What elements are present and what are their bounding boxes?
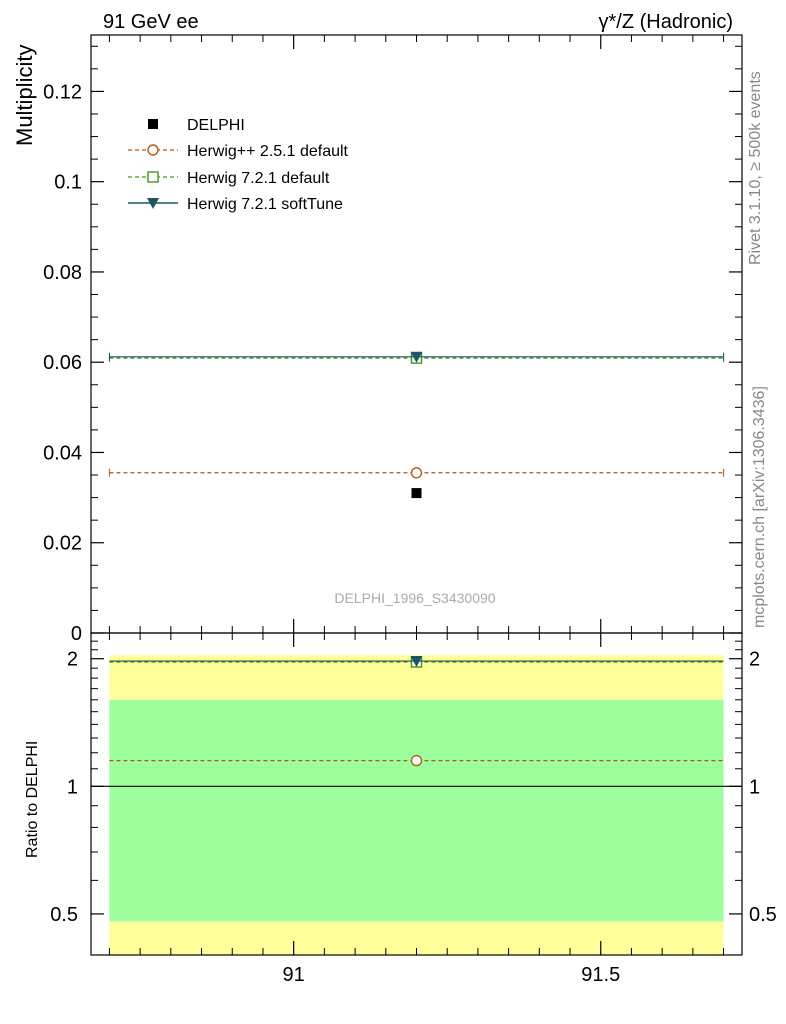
legend-marker-open-square — [147, 171, 159, 183]
y-tick-label: 0.06 — [43, 352, 82, 374]
ratio-point-softtune — [410, 656, 423, 668]
y-tick-label: 0 — [71, 623, 82, 645]
legend-marker-down-triangle — [147, 198, 159, 209]
legend-marker-filled-square — [148, 119, 158, 129]
ratio-tick-label-left: 0.5 — [50, 904, 78, 926]
data-point-softtune — [410, 351, 423, 363]
ratio-point-herwigpp — [410, 754, 423, 767]
rivet-version-label: Rivet 3.1.10, ≥ 500k events — [747, 71, 764, 265]
header-right-label: γ*/Z (Hadronic) — [599, 11, 733, 33]
legend-entry-delphi: DELPHI — [148, 117, 245, 134]
main-series-layer — [108, 351, 725, 499]
header-left-label: 91 GeV ee — [103, 11, 199, 33]
ratio-tick-label-right: 0.5 — [749, 904, 777, 926]
y-tick-label: 0.08 — [43, 262, 82, 284]
ratio-tick-label-right: 2 — [749, 649, 760, 671]
data-point-herwigpp — [410, 467, 423, 479]
data-point-delphi — [411, 488, 422, 499]
ratio-series-layer — [109, 656, 724, 767]
legend-entry-herwig721: Herwig 7.2.1 default — [128, 170, 330, 187]
ratio-y-axis-ticks: 0.5 0.5 1 1 2 2 — [50, 640, 777, 926]
legend-label-herwig721: Herwig 7.2.1 default — [187, 170, 330, 187]
y-tick-label: 0.12 — [43, 81, 82, 103]
main-y-axis-ticks: 0 0.02 0.04 0.06 0.08 0.1 0.12 — [43, 45, 742, 645]
y-tick-label: 0.1 — [54, 172, 82, 194]
ratio-uncertainty-bands — [109, 655, 724, 955]
analysis-watermark: DELPHI_1996_S3430090 — [334, 590, 495, 606]
ratio-y-axis-title: Ratio to DELPHI — [24, 741, 41, 858]
main-y-axis-title: Multiplicity — [12, 45, 37, 146]
x-tick-label: 91 — [283, 964, 305, 986]
ratio-tick-label-left: 1 — [67, 776, 78, 798]
legend-label-herwigpp: Herwig++ 2.5.1 default — [187, 143, 349, 160]
x-axis-ticks: 91 91.5 — [108, 35, 725, 986]
legend-marker-open-circle — [147, 144, 159, 156]
inner-band — [109, 699, 724, 922]
mcplots-label: mcplots.cern.ch [arXiv:1306.3436] — [751, 386, 768, 628]
y-tick-label: 0.02 — [43, 533, 82, 555]
legend-entry-softtune: Herwig 7.2.1 softTune — [128, 196, 343, 213]
x-tick-label: 91.5 — [581, 964, 620, 986]
legend-label-delphi: DELPHI — [187, 117, 245, 134]
legend: DELPHI Herwig++ 2.5.1 default Herwig 7.2… — [128, 117, 349, 213]
legend-label-softtune: Herwig 7.2.1 softTune — [187, 196, 343, 213]
y-tick-label: 0.04 — [43, 442, 82, 464]
legend-entry-herwigpp: Herwig++ 2.5.1 default — [128, 143, 349, 160]
ratio-tick-label-left: 2 — [67, 649, 78, 671]
ratio-tick-label-right: 1 — [749, 776, 760, 798]
